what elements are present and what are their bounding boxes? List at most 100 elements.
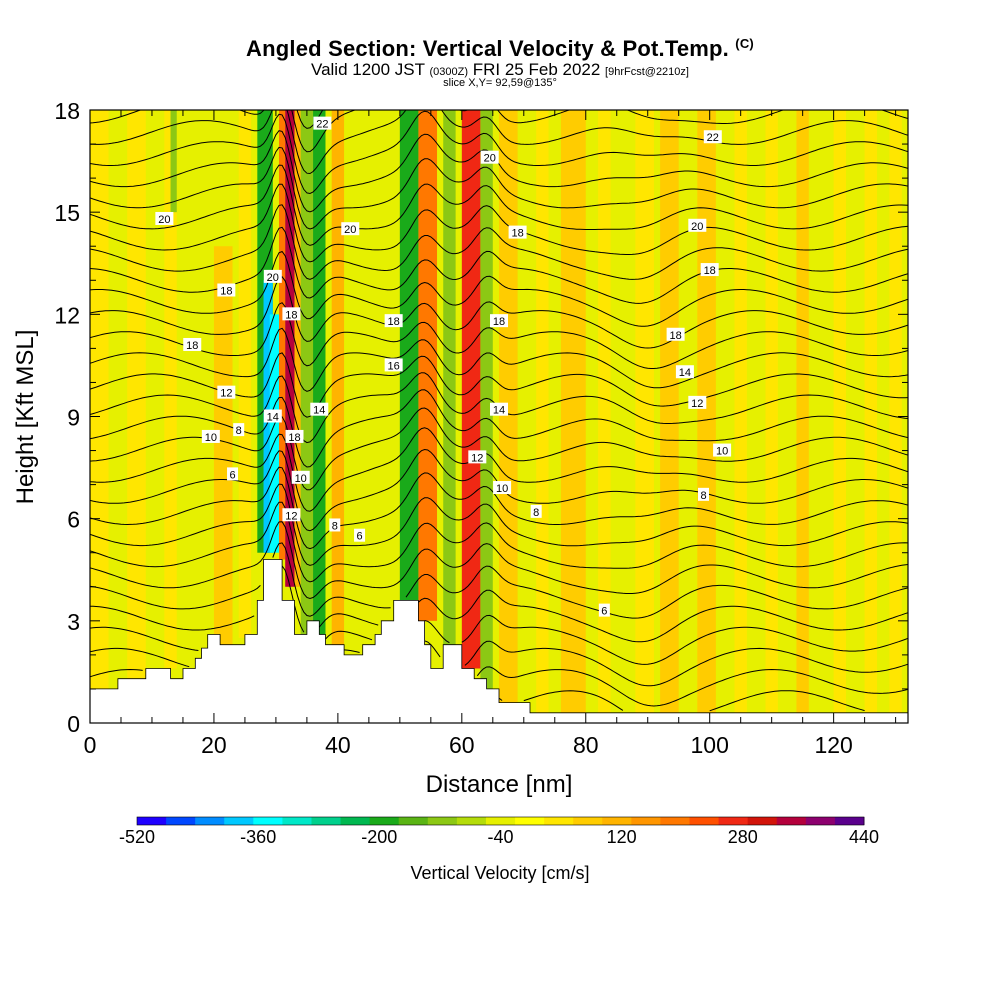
- contour-label-text: 18: [493, 316, 505, 328]
- colorbar-swatch: [311, 817, 342, 825]
- contour-label: 8: [329, 518, 341, 532]
- x-tick-label: 120: [814, 732, 852, 758]
- isentrope-line: [90, 466, 908, 550]
- contour-label: 20: [688, 218, 707, 233]
- contour-label-text: 8: [332, 520, 338, 532]
- colorbar-swatch: [776, 817, 807, 825]
- colorbar-swatch: [631, 817, 661, 825]
- contour-label: 20: [480, 150, 499, 165]
- colorbar-title: Vertical Velocity [cm/s]: [410, 863, 590, 883]
- contour-label: 12: [217, 385, 236, 400]
- contour-label: 14: [490, 402, 508, 417]
- colorbar-tick-label: 440: [848, 827, 880, 847]
- contour-label: 6: [598, 603, 610, 618]
- contour-label-text: 22: [316, 119, 328, 131]
- contour-label-text: 12: [471, 452, 483, 464]
- velocity-cell: [170, 110, 177, 213]
- colorbar-swatch: [340, 817, 371, 825]
- velocity-cell: [443, 110, 456, 645]
- colorbar-swatch: [573, 817, 603, 825]
- contour-label-text: 18: [285, 309, 297, 321]
- isentrope-line: [90, 427, 908, 512]
- contour-label-text: 20: [267, 272, 279, 284]
- isentrope-line: [90, 666, 908, 707]
- colorbar: [136, 816, 865, 826]
- velocity-cell: [238, 110, 252, 638]
- velocity-cell: [313, 110, 326, 635]
- colorbar-swatch: [253, 817, 283, 825]
- contour-label: 18: [282, 307, 301, 321]
- colorbar-tick-label: -40: [487, 827, 514, 847]
- y-tick-label: 0: [67, 711, 80, 737]
- contour-label-text: 8: [236, 425, 242, 437]
- velocity-cell: [864, 110, 878, 713]
- contour-label: 18: [666, 327, 685, 342]
- x-axis-label: Distance [nm]: [426, 771, 573, 798]
- contour-label: 8: [233, 423, 245, 437]
- contour-label-text: 12: [691, 398, 703, 410]
- contour-label-text: 18: [288, 432, 300, 444]
- y-tick-label: 18: [54, 98, 80, 124]
- colorbar-swatch: [718, 817, 749, 825]
- contour-label: 10: [291, 470, 310, 485]
- colorbar-swatch: [195, 817, 225, 825]
- contour-label: 22: [313, 116, 332, 131]
- velocity-cell: [331, 110, 345, 645]
- isentrope-line: [90, 183, 908, 263]
- velocity-cell: [279, 110, 286, 560]
- contour-label: 20: [263, 269, 282, 284]
- isentrope-line: [90, 614, 908, 665]
- contour-label-text: 14: [493, 405, 505, 417]
- contour-label-text: 12: [220, 388, 232, 400]
- isentrope-line: [90, 110, 908, 195]
- contour-label: 12: [468, 450, 487, 464]
- contour-label-text: 14: [267, 412, 279, 424]
- isentrope-line: [90, 204, 908, 280]
- colorbar-tick-labels: -520 -360 -200 -40 120 280 440: [0, 827, 1000, 849]
- x-tick-label: 60: [449, 732, 475, 758]
- contour-label-text: 16: [388, 360, 400, 372]
- contour-label-text: 18: [669, 330, 681, 342]
- contour-label-text: 6: [229, 469, 235, 481]
- isentrope-line: [90, 483, 908, 566]
- contour-label-text: 20: [344, 224, 356, 236]
- contour-label-text: 18: [388, 316, 400, 328]
- contour-label: 18: [508, 225, 527, 240]
- velocity-cell: [90, 110, 109, 689]
- contour-label-text: 20: [484, 153, 496, 165]
- colorbar-tick-label: 280: [727, 827, 758, 847]
- contour-label-text: 22: [707, 132, 719, 144]
- y-tick-label: 6: [67, 507, 80, 533]
- contour-label-text: 10: [496, 483, 508, 495]
- isentrope-line: [90, 501, 908, 583]
- contour-label: 18: [384, 314, 403, 328]
- contour-label: 16: [384, 358, 403, 372]
- contour-label: 14: [263, 409, 282, 424]
- colorbar-tick-label: 120: [606, 827, 637, 847]
- contour-label: 12: [282, 508, 301, 522]
- velocity-cell: [560, 110, 586, 713]
- velocity-cell: [499, 110, 518, 703]
- x-tick-label: 80: [573, 732, 599, 758]
- contour-label-text: 14: [313, 405, 325, 417]
- contour-label-text: 18: [704, 265, 716, 277]
- isentrope-line: [90, 389, 908, 468]
- isentrope-line: [90, 407, 908, 491]
- contour-label-text: 18: [186, 340, 198, 352]
- velocity-cell: [461, 110, 481, 669]
- isentrope-line: [90, 640, 908, 687]
- contour-label-text: 20: [691, 221, 703, 233]
- velocity-cell: [269, 314, 280, 553]
- isentrope-line: [90, 130, 908, 213]
- velocity-cell: [399, 110, 419, 601]
- isentrope-line: [90, 250, 908, 327]
- colorbar-swatch: [456, 817, 487, 825]
- contour-label-text: 14: [679, 367, 691, 379]
- velocity-cell: [598, 110, 611, 713]
- contour-label: 14: [310, 402, 329, 417]
- contour-label-text: 12: [285, 510, 297, 522]
- colorbar-swatch: [805, 817, 836, 825]
- plot-area: 22 22 20 20 20 18 20 18 20 18 18 18 18 18 18 16 14 12 12 14…: [90, 110, 908, 723]
- velocity-cell: [660, 110, 679, 713]
